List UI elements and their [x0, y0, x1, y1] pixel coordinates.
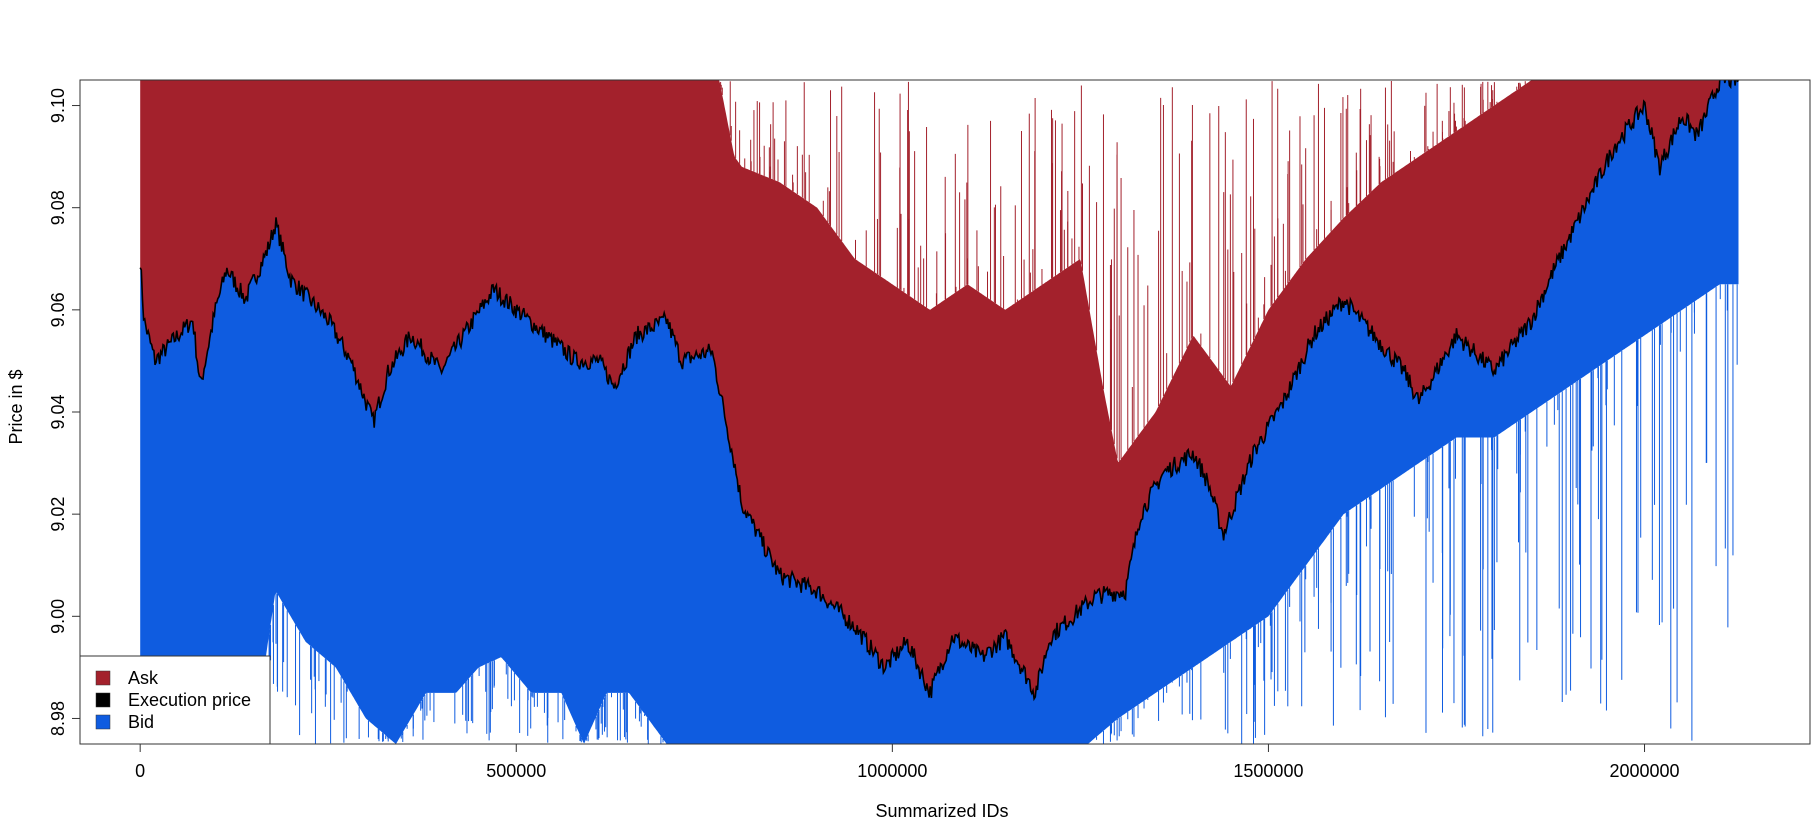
- bid-area: [140, 80, 1739, 744]
- y-tick-label: 9.08: [48, 190, 68, 225]
- x-tick-label: 500000: [486, 761, 546, 781]
- x-axis-label: Summarized IDs: [875, 801, 1008, 821]
- legend-swatch: [95, 714, 111, 730]
- y-tick-label: 9.02: [48, 497, 68, 532]
- legend-label: Ask: [128, 668, 159, 688]
- legend-box: [79, 655, 271, 745]
- y-tick-label: 8.98: [48, 701, 68, 736]
- x-axis: 0 500000 1000000 1500000 2000000: [135, 743, 1680, 781]
- x-tick-label: 2000000: [1609, 761, 1679, 781]
- legend-label: Bid: [128, 712, 154, 732]
- x-tick-label: 1000000: [857, 761, 927, 781]
- legend-swatch: [95, 692, 111, 708]
- y-tick-label: 9.06: [48, 292, 68, 327]
- y-axis: 8.98 9.00 9.02 9.04 9.06 9.08 9.10: [48, 88, 81, 736]
- plot-area: [139, 80, 1739, 744]
- x-tick-label: 1500000: [1233, 761, 1303, 781]
- bid-spikes: [259, 284, 1738, 744]
- execution-price-line: [139, 80, 1739, 702]
- x-tick-label: 0: [135, 761, 145, 781]
- legend-label: Execution price: [128, 690, 251, 710]
- y-tick-label: 9.10: [48, 88, 68, 123]
- y-tick-label: 9.00: [48, 599, 68, 634]
- y-axis-label: Price in $: [6, 369, 26, 444]
- ask-area: [140, 80, 1739, 699]
- ask-spikes: [720, 81, 1526, 462]
- legend-swatch: [95, 670, 111, 686]
- y-tick-label: 9.04: [48, 394, 68, 429]
